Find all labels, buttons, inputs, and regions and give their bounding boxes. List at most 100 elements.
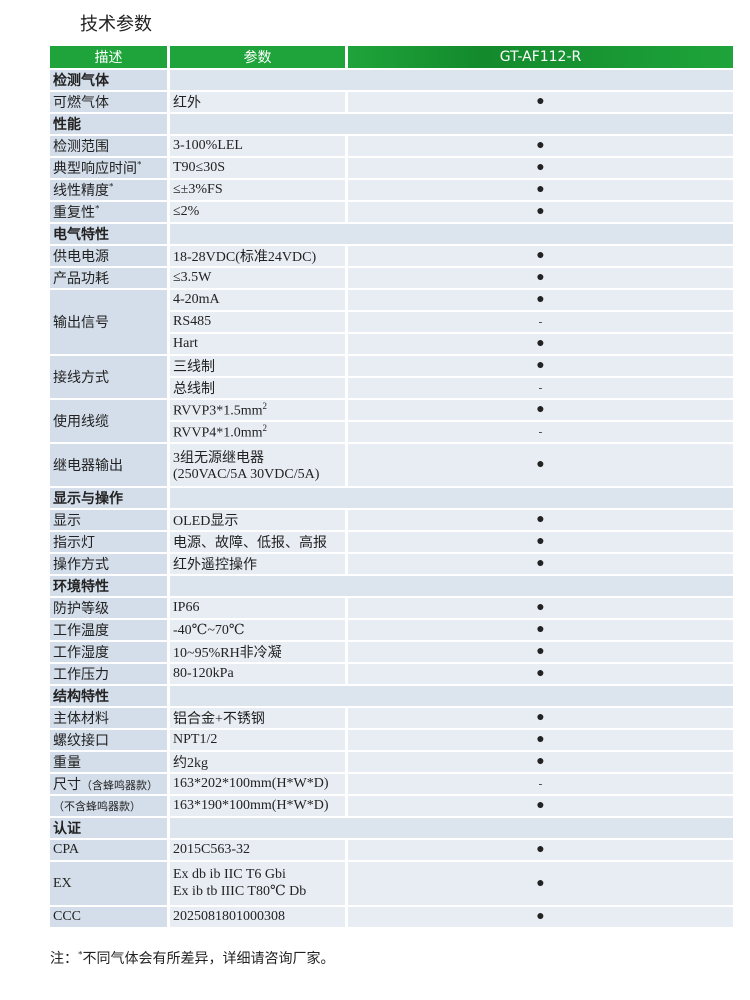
value: - xyxy=(538,316,543,328)
data-row: Hart ● xyxy=(50,334,733,354)
param-cell: 18-28VDC(标准24VDC) xyxy=(170,246,345,266)
label-cell: 接线方式 xyxy=(50,356,167,398)
label: 检测范围 xyxy=(53,140,109,155)
value-cell: ● xyxy=(348,906,733,927)
section-row: 电气特性 xyxy=(50,224,733,244)
value-cell: - xyxy=(348,378,733,398)
note-prefix: 注： xyxy=(50,952,78,967)
value: ● xyxy=(536,138,545,153)
label-sup: * xyxy=(137,159,142,170)
param: 4-20mA xyxy=(173,292,220,307)
section-title: 检测气体 xyxy=(50,70,167,90)
value-cell: ● xyxy=(348,290,733,310)
param-cell: 红外遥控操作 xyxy=(170,554,345,575)
param: 163*190*100mm(H*W*D) xyxy=(173,798,329,814)
param: 18-28VDC(标准24VDC) xyxy=(173,250,317,265)
data-row: 可燃气体 红外 ● xyxy=(50,92,733,112)
value: ● xyxy=(536,875,545,891)
value: ● xyxy=(536,457,545,473)
section-fill xyxy=(170,576,733,597)
note-text: 不同气体会有所差异，详细请咨询厂家。 xyxy=(82,952,335,967)
value: ● xyxy=(536,248,545,263)
label-cell: 可燃气体 xyxy=(50,92,167,112)
param-cell: ≤3.5W xyxy=(170,268,345,288)
data-row: 继电器输出 3组无源继电器 (250VAC/5A 30VDC/5A) ● xyxy=(50,444,733,487)
value-cell: ● xyxy=(348,642,733,663)
value-cell: ● xyxy=(348,708,733,729)
section-title: 电气特性 xyxy=(50,224,167,244)
data-row: 总线制 - xyxy=(50,378,733,398)
value-cell: ● xyxy=(348,202,733,222)
value: ● xyxy=(536,666,545,682)
param-sup: 2 xyxy=(262,400,268,411)
value-cell: ● xyxy=(348,180,733,200)
label: 供电电源 xyxy=(53,250,109,265)
label: CCC xyxy=(53,908,82,924)
label: 螺纹接口 xyxy=(53,734,109,750)
param-cell: 10~95%RH非冷凝 xyxy=(170,642,345,663)
param: 3-100%LEL xyxy=(173,138,243,153)
param: RS485 xyxy=(173,314,212,329)
param-cell: IP66 xyxy=(170,598,345,619)
param-cell: NPT1/2 xyxy=(170,730,345,751)
section-fill xyxy=(170,224,733,244)
data-row: 工作温度 -40℃~70℃ ● xyxy=(50,620,733,641)
param: 红外遥控操作 xyxy=(173,558,257,574)
label: 指示灯 xyxy=(53,536,95,552)
param-cell: ≤2% xyxy=(170,202,345,222)
param-sup: 2 xyxy=(262,422,268,433)
label-cell: 工作压力 xyxy=(50,664,167,685)
label: 线性精度 xyxy=(53,184,109,199)
data-row: 接线方式 三线制 ● xyxy=(50,356,733,398)
param-cell: Ex db ib IIC T6 Gbi Ex ib tb IIIC T80℃ Db xyxy=(170,862,345,905)
param-cell: 4-20mA xyxy=(170,290,345,310)
value: ● xyxy=(536,842,545,858)
param: ≤3.5W xyxy=(173,270,212,285)
label-cell: 重量 xyxy=(50,752,167,773)
value-cell: ● xyxy=(348,730,733,751)
data-row: CPA 2015C563-32 ● xyxy=(50,840,733,861)
value: ● xyxy=(536,402,545,417)
section-fill xyxy=(170,818,733,839)
section-title: 显示与操作 xyxy=(50,488,167,509)
param: ≤2% xyxy=(173,204,200,219)
value: ● xyxy=(536,336,545,351)
param-cell: 80-120kPa xyxy=(170,664,345,685)
value: - xyxy=(538,426,543,438)
param-cell: 铝合金+不锈钢 xyxy=(170,708,345,729)
label: 显示 xyxy=(53,514,81,530)
footnote: 注：*不同气体会有所差异，详细请咨询厂家。 xyxy=(50,948,335,968)
data-row: 检测范围 3-100%LEL ● xyxy=(50,136,733,156)
value: ● xyxy=(536,754,545,770)
value: ● xyxy=(536,622,545,638)
data-row: 工作湿度 10~95%RH非冷凝 ● xyxy=(50,642,733,663)
label-cell: 产品功耗 xyxy=(50,268,167,288)
section-title: 性能 xyxy=(50,114,167,134)
value-cell: ● xyxy=(348,598,733,619)
value-cell: ● xyxy=(348,862,733,905)
data-row: 产品功耗 ≤3.5W ● xyxy=(50,268,733,288)
value-cell: - xyxy=(348,774,733,795)
note-sup: * xyxy=(78,949,83,960)
value-cell: ● xyxy=(348,92,733,112)
param-cell: 2025081801000308 xyxy=(170,906,345,927)
value-cell: ● xyxy=(348,334,733,354)
value: - xyxy=(538,778,543,791)
value: ● xyxy=(536,908,545,924)
value-cell: ● xyxy=(348,510,733,531)
label: 工作压力 xyxy=(53,668,109,684)
section-row: 认证 xyxy=(50,818,733,839)
param-cell: 总线制 xyxy=(170,378,345,398)
value-cell: ● xyxy=(348,444,733,487)
label-cell: CPA xyxy=(50,840,167,861)
label: 尺寸 xyxy=(53,778,81,794)
section-row: 结构特性 xyxy=(50,686,733,707)
label-sup: * xyxy=(109,181,114,192)
value: ● xyxy=(536,94,545,109)
data-row: 使用线缆 RVVP3*1.5mm2 ● xyxy=(50,400,733,442)
label: 工作温度 xyxy=(53,624,109,640)
label-cell: 使用线缆 xyxy=(50,400,167,442)
section-row: 性能 xyxy=(50,114,733,134)
label: EX xyxy=(53,875,72,891)
label-cell: 指示灯 xyxy=(50,532,167,553)
